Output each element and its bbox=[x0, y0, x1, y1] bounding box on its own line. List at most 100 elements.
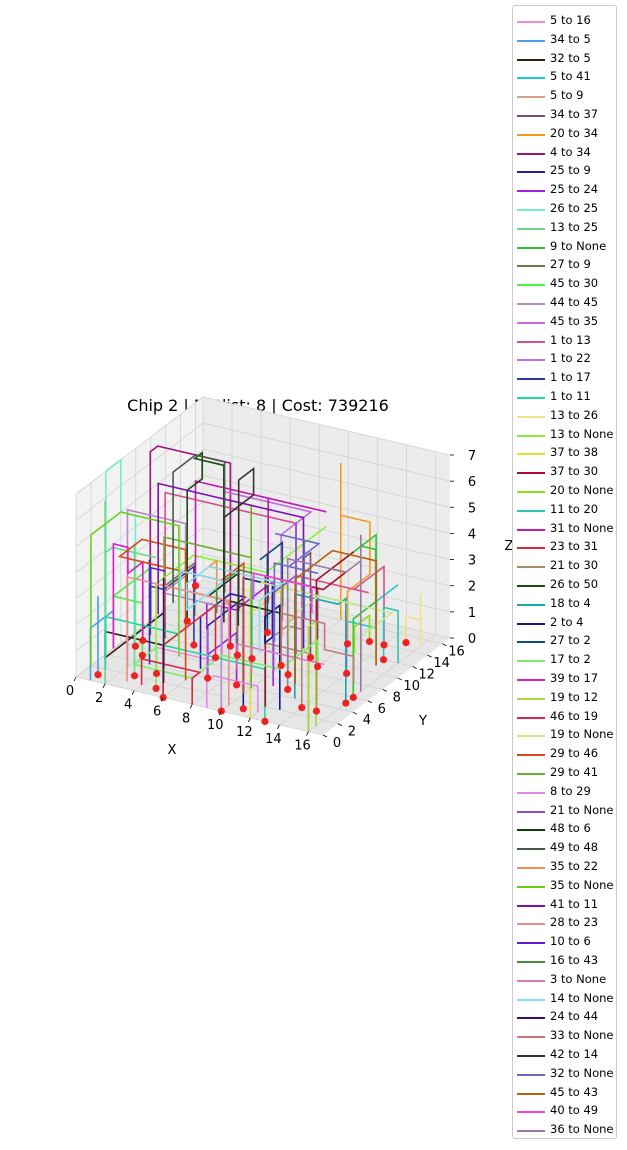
y-tick-label: 6 bbox=[378, 702, 386, 717]
z-tick-label: 1 bbox=[468, 606, 476, 621]
z-tick-label: 4 bbox=[468, 527, 476, 542]
gate-point bbox=[314, 663, 322, 671]
gate-points bbox=[94, 582, 410, 726]
legend-swatch bbox=[517, 697, 545, 700]
wire-45-to-35 bbox=[223, 490, 313, 666]
gate-point bbox=[131, 642, 139, 650]
legend-label: 26 to 25 bbox=[550, 201, 599, 215]
legend-swatch bbox=[517, 1055, 545, 1057]
legend-swatch bbox=[517, 1017, 545, 1020]
legend-swatch bbox=[517, 284, 545, 287]
legend-item: 40 to 49 bbox=[513, 1102, 617, 1120]
legend-label: 3 to None bbox=[550, 971, 607, 986]
gate-point bbox=[343, 669, 351, 678]
wire-20-to-none bbox=[353, 613, 371, 653]
x-tick-label: 12 bbox=[236, 725, 253, 740]
gate-point bbox=[239, 705, 247, 713]
legend-item: 5 to 41 bbox=[513, 68, 617, 86]
x-tick-label: 4 bbox=[124, 698, 132, 713]
legend-swatch bbox=[517, 246, 545, 249]
legend-item: 42 to 14 bbox=[513, 1046, 617, 1064]
gate-point bbox=[342, 699, 350, 707]
gate-point bbox=[152, 669, 161, 678]
legend-label: 5 to 16 bbox=[550, 13, 591, 27]
legend-item: 27 to 9 bbox=[513, 256, 617, 274]
legend-item: 28 to 23 bbox=[513, 914, 617, 932]
legend-swatch bbox=[517, 171, 545, 174]
grid-y-floor bbox=[135, 630, 383, 690]
legend-item: 37 to 38 bbox=[513, 444, 617, 462]
legend-item: 17 to 2 bbox=[513, 651, 617, 669]
legend-swatch bbox=[517, 133, 545, 136]
legend-item: 21 to None bbox=[513, 802, 617, 820]
legend-label: 33 to None bbox=[550, 1028, 614, 1043]
legend-item: 5 to 16 bbox=[513, 12, 617, 30]
wire-42-to-14 bbox=[223, 466, 255, 623]
wire-39-to-17 bbox=[112, 542, 144, 649]
legend-item: 48 to 6 bbox=[513, 820, 617, 838]
legend-item: 1 to 17 bbox=[513, 369, 617, 387]
legend-swatch bbox=[517, 303, 545, 305]
y-tick-mark bbox=[322, 734, 328, 738]
legend-item: 46 to 19 bbox=[513, 708, 617, 726]
legend-label: 48 to 6 bbox=[550, 821, 591, 836]
legend-item: 44 to 45 bbox=[513, 294, 617, 312]
y-tick-mark bbox=[367, 700, 373, 704]
grid-y-floor bbox=[75, 676, 324, 736]
legend-item: 29 to 46 bbox=[513, 745, 617, 763]
legend-label: 34 to 37 bbox=[550, 107, 599, 121]
gate-point bbox=[306, 653, 315, 662]
legend-label: 5 to 41 bbox=[550, 69, 591, 84]
legend-label: 27 to 9 bbox=[550, 257, 591, 272]
axes-panes bbox=[76, 397, 450, 735]
legend-swatch bbox=[517, 904, 545, 907]
legend-swatch bbox=[517, 998, 545, 1001]
x-tick-mark bbox=[131, 690, 135, 695]
legend-label: 13 to 25 bbox=[550, 219, 599, 234]
x-tick-mark bbox=[247, 717, 251, 723]
wire-45-to-43 bbox=[294, 549, 377, 684]
legend-label: 35 to None bbox=[550, 877, 614, 892]
legend-swatch bbox=[517, 1073, 545, 1076]
x-tick-mark bbox=[218, 710, 222, 716]
legend-item: 1 to 13 bbox=[513, 332, 617, 350]
wire-19-to-none bbox=[260, 581, 394, 662]
legend-label: 4 to 34 bbox=[550, 144, 591, 159]
legend-label: 41 to 11 bbox=[550, 896, 599, 911]
legend-swatch bbox=[517, 359, 545, 362]
x-tick-label: 16 bbox=[294, 739, 311, 754]
legend-item: 19 to 12 bbox=[513, 689, 617, 707]
y-tick-mark bbox=[397, 677, 402, 681]
legend-swatch bbox=[517, 867, 545, 869]
legend-swatch bbox=[517, 547, 545, 550]
legend-item: 14 to None bbox=[513, 990, 617, 1008]
legend-item: 3 to None bbox=[513, 971, 617, 989]
legend-item: 35 to None bbox=[513, 877, 617, 895]
legend-label: 35 to 22 bbox=[550, 859, 599, 873]
legend-swatch bbox=[517, 77, 545, 80]
z-tick-label: 6 bbox=[468, 475, 476, 490]
grid-z-side bbox=[75, 475, 204, 573]
wire-49-to-48 bbox=[172, 454, 226, 603]
legend-swatch bbox=[517, 115, 545, 117]
legend-swatch bbox=[517, 378, 545, 381]
gate-point bbox=[284, 685, 292, 694]
wire-2-to-4 bbox=[242, 577, 281, 710]
wire-27-to-2 bbox=[259, 540, 284, 633]
legend-swatch bbox=[517, 96, 545, 99]
legend-label: 42 to 14 bbox=[550, 1047, 599, 1061]
z-tick-label: 2 bbox=[468, 580, 476, 595]
legend-swatch bbox=[517, 660, 545, 663]
legend-swatch bbox=[517, 716, 545, 719]
y-tick-label: 8 bbox=[393, 690, 401, 705]
wire-10-to-6 bbox=[149, 566, 166, 620]
legend-label: 16 to 43 bbox=[550, 953, 599, 967]
gate-point bbox=[402, 639, 410, 647]
y-tick-label: 16 bbox=[448, 645, 465, 660]
legend-item: 19 to None bbox=[513, 726, 617, 744]
legend-swatch bbox=[517, 885, 545, 888]
z-tick-label: 5 bbox=[468, 501, 476, 516]
legend-swatch bbox=[517, 848, 545, 851]
legend-item: 25 to 24 bbox=[513, 181, 617, 199]
legend-swatch bbox=[517, 754, 545, 757]
